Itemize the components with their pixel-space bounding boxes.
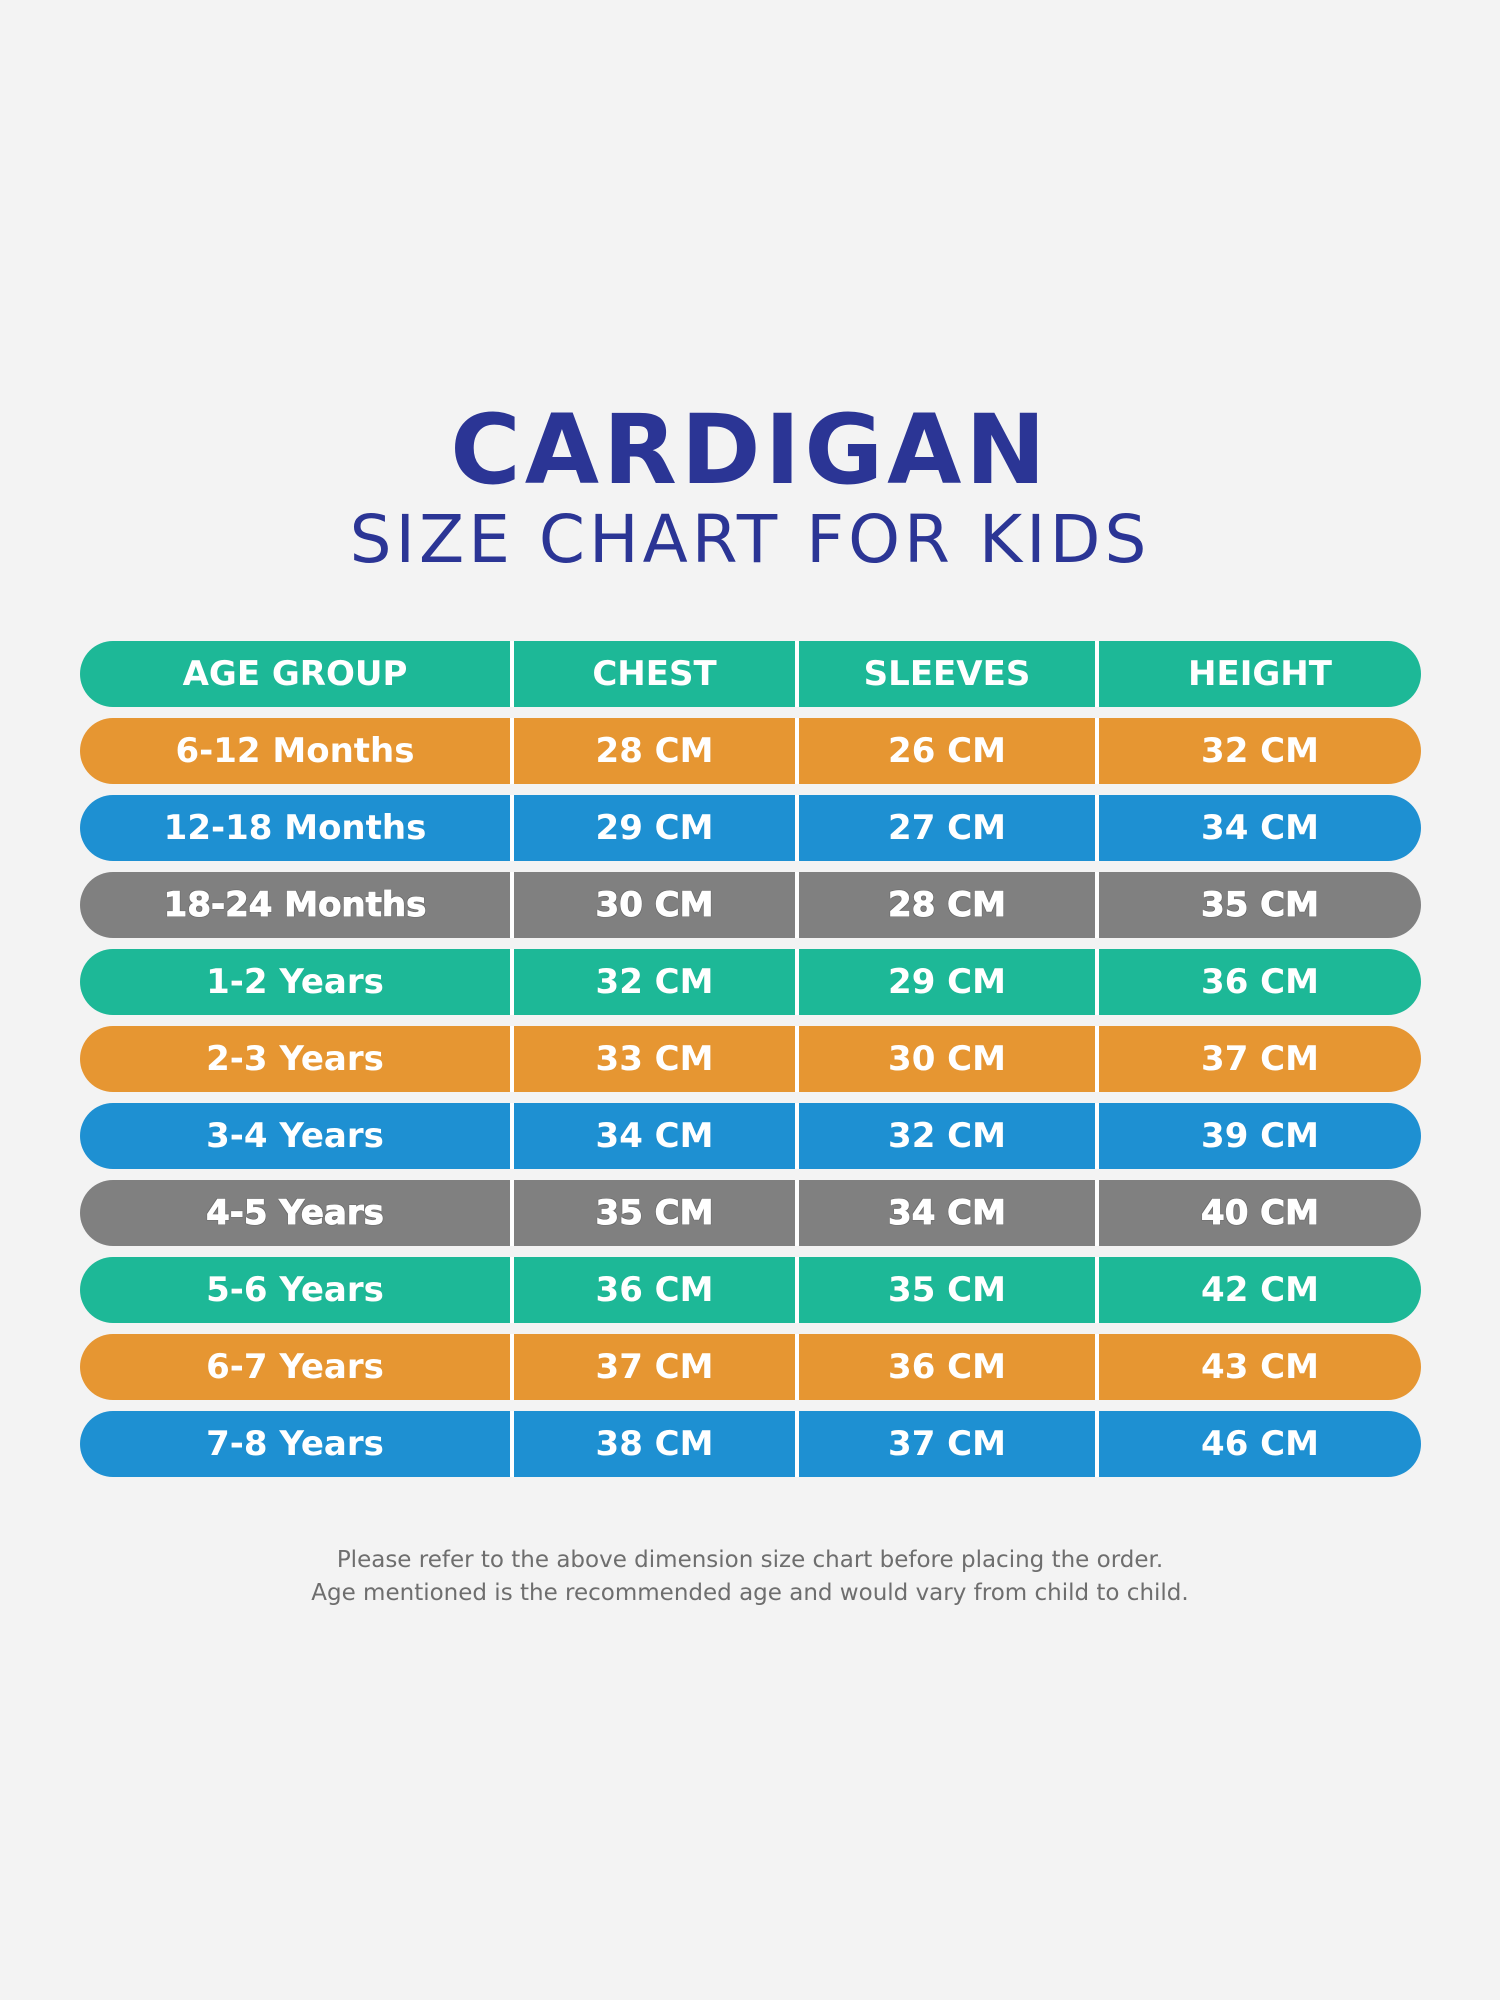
height-cell: 35 CM [1095,872,1421,938]
table-row: 6-12 Months 28 CM 26 CM 32 CM [80,718,1421,784]
chest-cell: 30 CM [510,872,795,938]
age-group-cell: 18-24 Months [163,885,427,926]
size-chart-table: AGE GROUP CHEST SLEEVES HEIGHT 6-12 Mont… [80,641,1421,1488]
sleeves-cell: 30 CM [795,1026,1095,1092]
table-row: 3-4 Years 34 CM 32 CM 39 CM [80,1103,1421,1169]
table-row: 2-3 Years 33 CM 30 CM 37 CM [80,1026,1421,1092]
chest-cell: 28 CM [510,718,795,784]
age-group-cell: 12-18 Months [163,808,427,848]
table-row: 6-7 Years 37 CM 36 CM 43 CM [80,1334,1421,1400]
sleeves-cell: 35 CM [795,1257,1095,1323]
sleeves-cell: 34 CM [795,1180,1095,1246]
chest-cell: 35 CM [510,1180,795,1246]
age-group-cell: 2-3 Years [206,1039,384,1079]
table-row: 4-5 Years 35 CM 34 CM 40 CM [80,1180,1421,1246]
chest-cell: 36 CM [510,1257,795,1323]
sleeves-cell: 26 CM [795,718,1095,784]
height-cell: 36 CM [1095,949,1421,1015]
header-age-group: AGE GROUP [182,654,408,694]
sleeves-cell: 32 CM [795,1103,1095,1169]
age-group-cell: 3-4 Years [206,1116,384,1156]
chest-cell: 29 CM [510,795,795,861]
footnote-line-2: Age mentioned is the recommended age and… [311,1580,1189,1606]
age-group-cell: 6-7 Years [206,1347,384,1387]
chest-cell: 32 CM [510,949,795,1015]
header-sleeves: SLEEVES [795,641,1095,707]
header-chest: CHEST [510,641,795,707]
height-cell: 40 CM [1095,1180,1421,1246]
sleeves-cell: 37 CM [795,1411,1095,1477]
chest-cell: 33 CM [510,1026,795,1092]
sleeves-cell: 29 CM [795,949,1095,1015]
header-height: HEIGHT [1095,641,1421,707]
height-cell: 43 CM [1095,1334,1421,1400]
age-group-cell: 1-2 Years [206,962,384,1002]
page-title: CARDIGAN [450,394,1050,506]
sleeves-cell: 28 CM [795,872,1095,938]
height-cell: 34 CM [1095,795,1421,861]
height-cell: 37 CM [1095,1026,1421,1092]
table-header-row: AGE GROUP CHEST SLEEVES HEIGHT [80,641,1421,707]
age-group-cell: 6-12 Months [175,731,415,771]
height-cell: 42 CM [1095,1257,1421,1323]
chest-cell: 37 CM [510,1334,795,1400]
table-row: 12-18 Months 29 CM 27 CM 34 CM [80,795,1421,861]
age-group-cell: 5-6 Years [206,1270,384,1310]
footnote-line-1: Please refer to the above dimension size… [336,1547,1164,1573]
height-cell: 32 CM [1095,718,1421,784]
table-row: 7-8 Years 38 CM 37 CM 46 CM [80,1411,1421,1477]
height-cell: 46 CM [1095,1411,1421,1477]
page-subtitle: SIZE CHART FOR KIDS [349,501,1151,578]
footnote: Please refer to the above dimension size… [0,1544,1500,1610]
table-row: 5-6 Years 36 CM 35 CM 42 CM [80,1257,1421,1323]
age-group-cell: 4-5 Years [206,1193,385,1234]
table-row: 1-2 Years 32 CM 29 CM 36 CM [80,949,1421,1015]
chest-cell: 38 CM [510,1411,795,1477]
chest-cell: 34 CM [510,1103,795,1169]
age-group-cell: 7-8 Years [206,1424,384,1464]
height-cell: 39 CM [1095,1103,1421,1169]
table-row: 18-24 Months 30 CM 28 CM 35 CM [80,872,1421,938]
sleeves-cell: 36 CM [795,1334,1095,1400]
sleeves-cell: 27 CM [795,795,1095,861]
